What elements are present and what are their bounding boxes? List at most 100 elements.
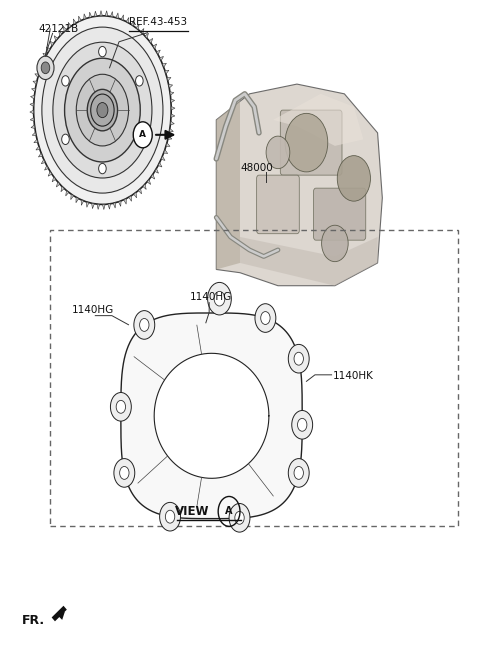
Text: REF.43-453: REF.43-453 <box>129 17 187 27</box>
Text: 48000: 48000 <box>240 163 273 173</box>
Circle shape <box>62 134 69 144</box>
Polygon shape <box>121 15 124 20</box>
Polygon shape <box>138 188 142 194</box>
Polygon shape <box>170 121 174 125</box>
Polygon shape <box>216 100 240 270</box>
Text: 1140HK: 1140HK <box>333 371 373 380</box>
Circle shape <box>42 27 163 193</box>
FancyBboxPatch shape <box>313 188 366 240</box>
Polygon shape <box>31 125 35 129</box>
Circle shape <box>337 155 371 201</box>
Polygon shape <box>151 174 155 179</box>
Circle shape <box>288 344 309 373</box>
Circle shape <box>98 163 106 174</box>
Circle shape <box>160 502 180 531</box>
FancyBboxPatch shape <box>257 175 300 234</box>
Polygon shape <box>167 77 171 81</box>
Polygon shape <box>68 22 71 28</box>
Circle shape <box>116 400 126 413</box>
Polygon shape <box>143 184 146 190</box>
Polygon shape <box>171 99 175 103</box>
Polygon shape <box>165 70 169 74</box>
Polygon shape <box>149 38 153 43</box>
Polygon shape <box>156 50 160 54</box>
Polygon shape <box>31 95 35 99</box>
Polygon shape <box>158 163 162 167</box>
Text: FR.: FR. <box>22 614 45 627</box>
Polygon shape <box>76 197 79 203</box>
FancyBboxPatch shape <box>280 110 342 175</box>
Polygon shape <box>86 202 89 207</box>
Polygon shape <box>131 20 134 26</box>
Polygon shape <box>89 12 92 18</box>
Polygon shape <box>38 153 42 157</box>
Circle shape <box>114 459 135 487</box>
Polygon shape <box>145 33 148 39</box>
Polygon shape <box>46 47 50 52</box>
Polygon shape <box>100 10 102 16</box>
Polygon shape <box>136 24 139 30</box>
Polygon shape <box>108 204 110 209</box>
Polygon shape <box>36 146 40 150</box>
Polygon shape <box>162 63 167 68</box>
Text: 1140HG: 1140HG <box>72 305 114 315</box>
Circle shape <box>91 94 114 126</box>
Circle shape <box>98 47 106 57</box>
Polygon shape <box>141 28 144 34</box>
Polygon shape <box>30 103 34 106</box>
Text: A: A <box>225 506 233 516</box>
Circle shape <box>34 16 171 205</box>
Polygon shape <box>81 200 84 205</box>
Circle shape <box>133 122 152 148</box>
Polygon shape <box>35 74 39 77</box>
Polygon shape <box>32 132 36 136</box>
Circle shape <box>135 134 143 144</box>
Polygon shape <box>56 182 60 187</box>
Circle shape <box>76 74 129 146</box>
Polygon shape <box>240 237 378 286</box>
Polygon shape <box>40 60 44 64</box>
Circle shape <box>134 311 155 339</box>
Circle shape <box>87 89 118 131</box>
Circle shape <box>53 42 152 178</box>
Circle shape <box>41 62 50 73</box>
Polygon shape <box>95 11 97 16</box>
Circle shape <box>294 466 303 480</box>
Polygon shape <box>153 44 156 49</box>
Circle shape <box>110 392 132 421</box>
Polygon shape <box>154 354 269 478</box>
Polygon shape <box>168 85 173 88</box>
Circle shape <box>322 225 348 262</box>
Polygon shape <box>71 194 73 199</box>
Polygon shape <box>171 106 175 110</box>
Polygon shape <box>92 203 95 209</box>
Polygon shape <box>52 176 56 182</box>
Polygon shape <box>147 179 151 184</box>
Polygon shape <box>216 84 383 286</box>
Polygon shape <box>30 110 34 113</box>
Polygon shape <box>54 35 58 41</box>
Polygon shape <box>164 150 168 154</box>
Polygon shape <box>37 67 41 71</box>
Polygon shape <box>73 19 76 24</box>
Polygon shape <box>161 156 165 161</box>
Polygon shape <box>61 186 64 192</box>
Circle shape <box>140 319 149 331</box>
Polygon shape <box>45 165 48 170</box>
Polygon shape <box>63 26 66 31</box>
Circle shape <box>214 291 225 306</box>
Circle shape <box>285 113 328 172</box>
Circle shape <box>37 56 54 79</box>
Polygon shape <box>168 136 172 139</box>
Polygon shape <box>113 203 116 208</box>
Circle shape <box>266 136 290 169</box>
Polygon shape <box>41 159 45 164</box>
Circle shape <box>261 312 270 325</box>
Polygon shape <box>116 13 119 18</box>
Circle shape <box>288 459 309 487</box>
Polygon shape <box>32 88 36 92</box>
Polygon shape <box>121 313 302 519</box>
Polygon shape <box>43 53 47 58</box>
Text: VIEW: VIEW <box>175 505 209 518</box>
Polygon shape <box>273 94 363 146</box>
